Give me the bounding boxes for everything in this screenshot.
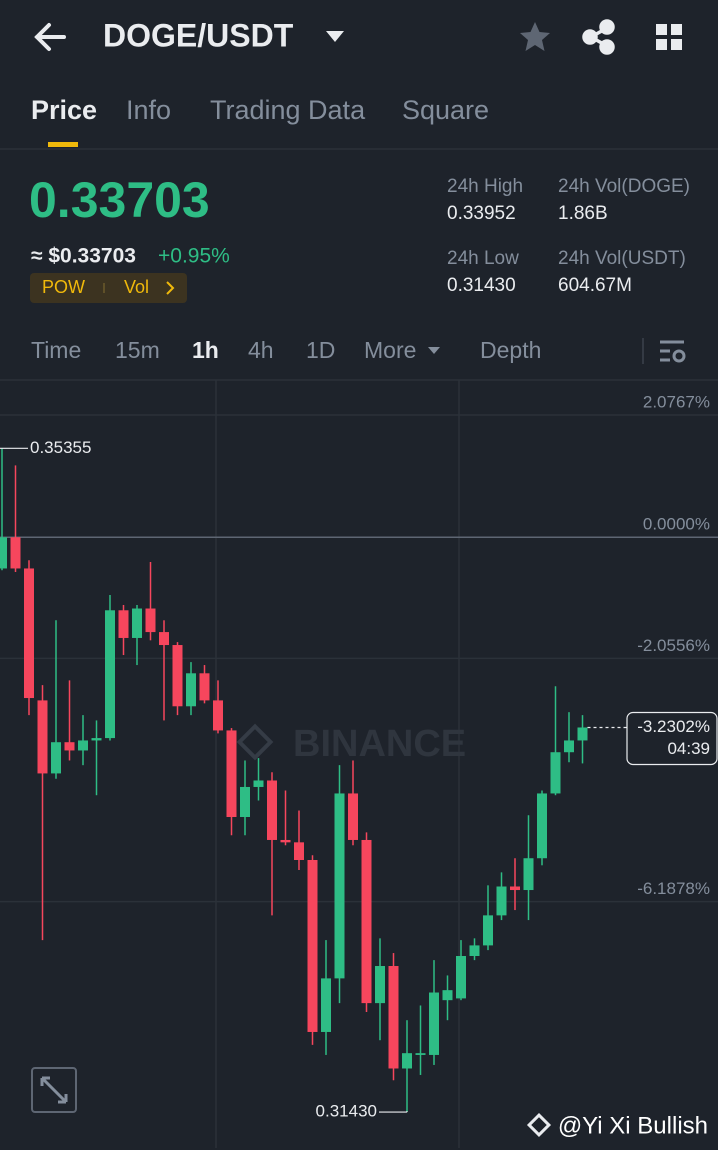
interval[interactable]: 1D (306, 337, 335, 363)
stat-value: 604.67M (558, 275, 632, 296)
pair-dropdown[interactable] (326, 31, 344, 42)
user-watermark: @Yi Xi Bullish (558, 1112, 708, 1139)
tag-box (30, 273, 187, 303)
candle-body (361, 839, 372, 1004)
candle-body (388, 966, 399, 1069)
candle-body (37, 700, 48, 774)
menu-icon[interactable] (656, 24, 682, 50)
tab-indicator (48, 142, 78, 147)
candle-body (145, 608, 156, 633)
y-tick-label: -2.0556% (637, 636, 710, 655)
watermark-logo (236, 723, 274, 761)
candle-body (523, 858, 534, 891)
tab[interactable]: Info (126, 95, 171, 125)
stat-label: 24h Vol(DOGE) (558, 176, 690, 197)
low-pointer (379, 1111, 408, 1113)
candle-body (429, 992, 439, 1055)
candle-body (402, 1053, 412, 1069)
interval[interactable]: Time (31, 337, 81, 363)
stat-label: 24h Low (447, 248, 519, 269)
interval[interactable]: Depth (480, 337, 541, 363)
tag-chevron (166, 281, 175, 295)
price-change: +0.95% (158, 245, 230, 268)
candle-body (240, 786, 250, 818)
candle-body (64, 742, 75, 751)
stat-label: 24h High (447, 176, 523, 197)
candle-body (213, 700, 223, 731)
candle-body (321, 978, 331, 1032)
chart-watermark: BINANCE (293, 723, 466, 765)
interval[interactable]: 15m (115, 337, 160, 363)
candle-body (294, 842, 304, 860)
candle-body (267, 780, 277, 840)
expand-button[interactable] (31, 1067, 77, 1113)
candle-body (442, 990, 453, 1001)
y-tick-label: 0.0000% (643, 515, 710, 534)
high-label: 0.35355 (30, 438, 91, 457)
stat-label: 24h Vol(USDT) (558, 248, 686, 269)
more-caret[interactable] (428, 347, 440, 354)
share-icon[interactable] (582, 19, 615, 55)
candle-body (348, 793, 358, 840)
tab[interactable]: Square (402, 95, 489, 125)
back-button[interactable] (34, 23, 66, 51)
candle-body (10, 537, 21, 569)
candle-body (253, 780, 264, 787)
interval[interactable]: 4h (248, 337, 274, 363)
candle-body (24, 568, 34, 699)
candlestick-chart: BINANCE 2.0767% 0.0000% -2.0556% -6.1878% 0.… (0, 379, 718, 1148)
candle-body (105, 610, 115, 739)
candle-body (0, 537, 7, 569)
low-label: 0.31430 (316, 1102, 377, 1121)
candle-body (577, 727, 588, 741)
candle-body (510, 886, 520, 891)
tag[interactable]: POW (42, 277, 85, 297)
candle-body (334, 793, 345, 979)
candle-body (307, 860, 318, 1032)
candle-body (132, 608, 142, 638)
candle-body (280, 839, 291, 843)
tab[interactable]: Price (31, 95, 97, 125)
candle-body (159, 632, 169, 646)
candle-body (456, 956, 466, 999)
candle-body (91, 738, 102, 741)
y-tick-label: -6.1878% (637, 879, 710, 898)
candle-body (78, 740, 88, 751)
candle-body (483, 915, 493, 946)
interval[interactable]: More (364, 337, 416, 363)
countdown-label: 04:39 (667, 739, 710, 758)
candle-body (51, 742, 61, 774)
tag[interactable]: Vol (124, 277, 149, 297)
candle-body (172, 645, 183, 707)
candle-body (199, 673, 210, 701)
stat-value: 0.31430 (447, 275, 516, 296)
fiat-price: ≈ $0.33703 (31, 245, 136, 268)
y-tick-label: 2.0767% (643, 392, 710, 411)
candle-body (469, 945, 480, 956)
candle-body (537, 793, 547, 859)
footer-logo (526, 1112, 552, 1138)
candle-body (375, 966, 385, 1004)
candle-body (415, 1053, 426, 1055)
stat-value: 1.86B (558, 203, 608, 224)
price-label: -3.2302% (637, 717, 710, 736)
last-price: 0.33703 (29, 172, 210, 228)
stat-value: 0.33952 (447, 203, 516, 224)
candle-body (186, 673, 196, 707)
candle-body (118, 610, 129, 638)
pair-title[interactable]: DOGE/USDT (103, 17, 294, 53)
price-box (626, 711, 718, 766)
interval[interactable]: 1h (192, 337, 219, 363)
candle-body (564, 740, 574, 753)
candle-body (496, 886, 507, 916)
tab[interactable]: Trading Data (210, 95, 366, 125)
candle-body (550, 752, 561, 794)
favorite-icon[interactable] (520, 22, 550, 51)
candle-body (226, 730, 237, 818)
chart-settings-icon[interactable] (660, 340, 686, 363)
